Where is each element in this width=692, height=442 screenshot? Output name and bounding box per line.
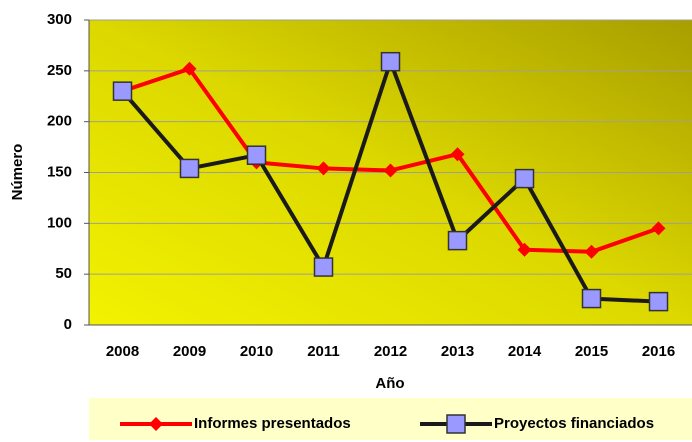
legend-marker (446, 414, 466, 434)
y-tick-label: 250 (47, 62, 72, 79)
point (447, 230, 468, 251)
y-tick-label: 100 (47, 214, 72, 231)
point (316, 161, 331, 176)
point (383, 163, 398, 178)
x-tick-label: 2011 (307, 343, 340, 360)
point (112, 81, 133, 101)
x-tick-label: 2014 (508, 343, 542, 360)
point (584, 244, 599, 259)
legend-label: Proyectos financiados (494, 415, 654, 432)
x-tick-label: 2013 (441, 343, 474, 360)
y-tick-label: 300 (47, 11, 72, 28)
x-tick-label: 2012 (374, 343, 407, 360)
point (313, 257, 334, 277)
y-axis-label: Número (9, 144, 26, 201)
legend-label: Informes presentados (194, 415, 351, 432)
x-tick-label: 2009 (173, 343, 206, 360)
point (517, 242, 532, 257)
point (380, 51, 401, 72)
point (179, 158, 200, 179)
point (648, 291, 669, 312)
point (581, 288, 602, 309)
y-tick-label: 0 (64, 316, 72, 333)
point (182, 61, 197, 76)
y-tick-label: 150 (47, 163, 72, 180)
legend-marker (149, 417, 163, 431)
x-axis-label: Año (375, 375, 404, 392)
point (246, 145, 267, 165)
y-tick-label: 200 (47, 113, 72, 130)
x-tick-label: 2015 (575, 343, 608, 360)
point (450, 147, 465, 162)
legend-box (89, 398, 692, 440)
x-tick-label: 2010 (240, 343, 273, 360)
x-tick-label: 2016 (642, 343, 675, 360)
x-tick-label: 2008 (106, 343, 139, 360)
point (651, 221, 666, 236)
y-tick-label: 50 (55, 265, 72, 282)
point (514, 168, 535, 189)
